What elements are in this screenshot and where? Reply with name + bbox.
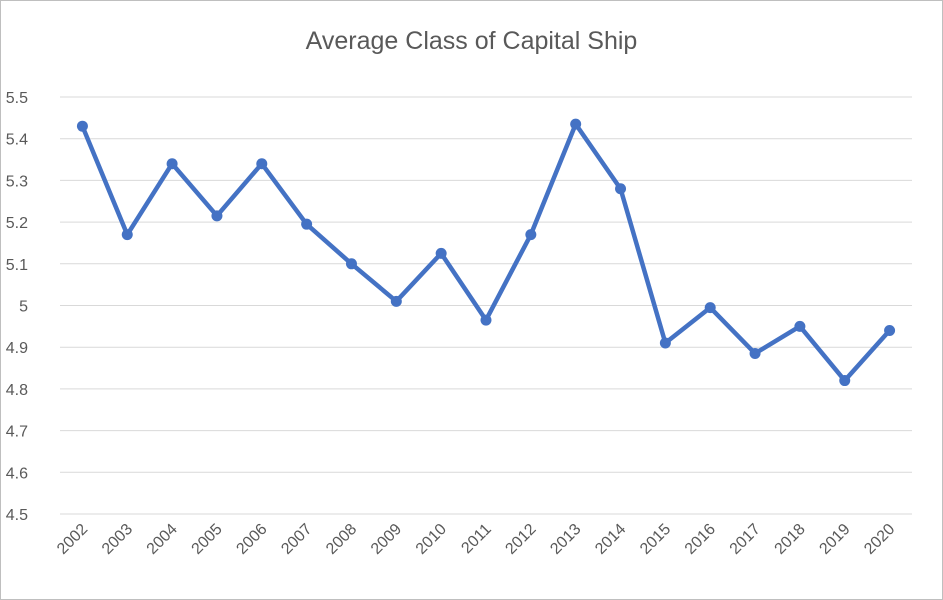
data-point [480,314,492,326]
x-tick-label: 2005 [189,521,226,558]
y-tick-label: 4.5 [6,507,28,524]
data-point [256,158,268,170]
data-point [166,158,178,170]
data-point [570,118,582,130]
x-tick-label: 2010 [413,521,450,558]
data-point [121,229,133,241]
x-tick-label: 2019 [816,521,853,558]
data-point [749,347,761,359]
x-tick-label: 2009 [368,521,405,558]
x-axis-ticks: 2002 2003 2004 2005 2006 2007 2008 2009 2010 2011… [54,521,898,558]
x-tick-label: 2018 [772,521,809,558]
data-point [659,337,671,349]
x-tick-label: 2020 [861,521,898,558]
x-tick-label: 2004 [144,521,181,558]
x-tick-label: 2014 [592,521,629,558]
y-tick-label: 5.3 [6,173,28,190]
data-point [615,183,627,195]
y-tick-label: 5.5 [6,90,28,107]
x-tick-label: 2003 [99,521,136,558]
data-point [704,302,716,314]
data-point [525,229,537,241]
data-point [76,120,88,132]
y-tick-label: 5 [19,299,28,316]
x-tick-label: 2002 [54,521,91,558]
data-point [301,218,313,230]
x-tick-label: 2013 [547,521,584,558]
y-tick-label: 4.8 [6,382,28,399]
x-tick-label: 2011 [458,521,494,557]
x-tick-label: 2017 [727,521,764,558]
x-tick-label: 2008 [323,521,360,558]
gridlines [60,96,912,515]
y-tick-label: 5.2 [6,215,28,232]
data-point [435,247,447,259]
y-tick-label: 5.4 [6,132,28,149]
data-series [76,118,896,387]
x-tick-label: 2007 [278,521,315,558]
y-tick-label: 4.9 [6,340,28,357]
x-tick-label: 2006 [233,521,270,558]
chart-title: Average Class of Capital Ship [305,27,638,55]
x-tick-label: 2012 [502,521,539,558]
data-point [794,320,806,332]
x-tick-label: 2015 [637,521,674,558]
data-point [884,325,896,337]
data-point [211,210,223,222]
y-tick-label: 5.1 [6,257,28,274]
x-tick-label: 2016 [682,521,719,558]
y-tick-label: 4.6 [6,465,28,482]
data-point [839,375,851,387]
data-point [345,258,357,270]
y-axis-ticks: 5.5 5.4 5.3 5.2 5.1 5 4.9 4.8 4.7 4.6 4.5 [6,90,28,524]
series-line [80,121,892,383]
data-point [390,295,402,307]
y-tick-label: 4.7 [6,424,28,441]
